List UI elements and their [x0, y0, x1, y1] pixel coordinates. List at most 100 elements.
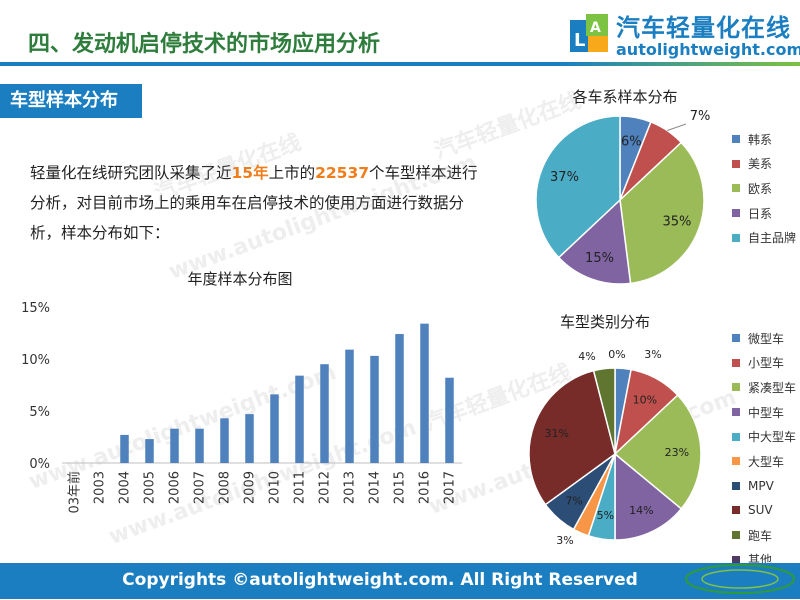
bar [195, 428, 204, 463]
x-tick-label: 2017 [443, 471, 458, 504]
copyright-footer: Copyrights ©autolightweight.com. All Rig… [0, 563, 800, 599]
bar [345, 349, 354, 463]
x-tick-label: 2006 [168, 471, 183, 504]
pie-value-label: 0% [608, 348, 625, 361]
legend-label: 日系 [748, 206, 773, 221]
legend-label: 中型车 [748, 405, 785, 420]
legend-swatch [732, 481, 740, 490]
bar [245, 414, 254, 463]
bar [145, 439, 154, 463]
pie-slice [613, 394, 702, 510]
leader-line [667, 123, 687, 131]
x-tick-label: 2005 [143, 471, 158, 504]
legend-swatch [732, 506, 740, 515]
x-tick-label: 2007 [193, 471, 208, 504]
pie-value-label: 6% [621, 135, 642, 150]
x-tick-label: 2016 [418, 471, 433, 504]
legend-label: 自主品牌 [748, 231, 797, 246]
bar [395, 334, 404, 463]
bar [270, 394, 279, 463]
partner-stamp-graphic [685, 564, 795, 594]
pie-value-label: 15% [585, 251, 614, 266]
pie-value-label: 35% [662, 214, 691, 229]
bar-chart: 0% 5% 10% 15% 03年前 2003 2004 2005 2006 2007 2008 20… [21, 301, 462, 514]
pie-slice [557, 198, 632, 285]
legend-swatch [732, 358, 740, 367]
type-pie-legend: 微型车 小型车 紧凑型车 中型车 中大型车 大型车 MPV SUV 跑车 其他 [732, 326, 796, 572]
pie-value-label: 10% [633, 394, 657, 407]
legend-label: SUV [748, 503, 773, 518]
legend-label: 微型车 [748, 331, 785, 346]
bar [170, 428, 179, 463]
legend-swatch [732, 334, 740, 343]
legend-swatch [732, 457, 740, 466]
intro-text-3: 个车型样本进行分析，对目前市场上的乘用车在启停技术的使用方面进行数据分析，样本分… [30, 164, 478, 242]
x-tick-label: 2003 [93, 471, 108, 504]
x-tick-label: 2012 [318, 471, 333, 504]
legend-item: 欧系 [732, 176, 796, 201]
intro-years: 15年 [231, 164, 269, 182]
legend-item: 中大型车 [732, 424, 796, 449]
intro-sample-count: 22537 [315, 164, 370, 182]
legend-label: 欧系 [748, 181, 773, 196]
legend-item: 紧凑型车 [732, 375, 796, 400]
pie-value-label: 23% [665, 446, 689, 459]
legend-swatch [732, 432, 740, 441]
x-tick-label: 2010 [268, 471, 283, 504]
legend-swatch [732, 184, 740, 193]
type-pie-title: 车型类别分布 [559, 313, 650, 331]
y-tick-label: 0% [29, 457, 50, 472]
brand-pie-title: 各车系样本分布 [572, 88, 678, 106]
pie-value-label: 7% [690, 109, 711, 124]
pie-value-label: 4% [578, 350, 595, 363]
brand-logo: L A 汽车轻量化在线 autolightweight.com [566, 6, 800, 62]
y-tick-label: 10% [21, 353, 50, 368]
pie-value-label: 5% [597, 509, 614, 522]
intro-paragraph: 轻量化在线研究团队采集了近15年上市的22537个车型样本进行分析，对目前市场上… [30, 158, 490, 248]
legend-label: 大型车 [748, 454, 785, 469]
bar [295, 375, 304, 463]
legend-item: 自主品牌 [732, 225, 796, 250]
bar-chart-title: 年度样本分布图 [187, 270, 293, 288]
bar [370, 355, 379, 463]
header-divider [0, 62, 800, 66]
y-tick-label: 15% [21, 301, 50, 316]
svg-text:L: L [574, 30, 585, 51]
x-tick-label: 2004 [118, 471, 133, 504]
legend-label: MPV [748, 478, 774, 493]
x-tick-label: 2009 [243, 471, 258, 504]
bar [420, 323, 429, 463]
legend-swatch [732, 135, 740, 144]
pie-slice [619, 141, 705, 285]
bar [445, 377, 454, 463]
y-tick-label: 5% [29, 405, 50, 420]
svg-text:A: A [590, 20, 601, 36]
legend-item: 微型车 [732, 326, 796, 351]
legend-swatch [732, 233, 740, 242]
pie-value-label: 37% [550, 170, 579, 185]
legend-swatch [732, 555, 740, 564]
logo-icon: L A [570, 14, 608, 52]
page-title: 四、发动机启停技术的市场应用分析 [28, 32, 381, 57]
legend-item: MPV [732, 474, 796, 499]
legend-swatch [732, 531, 740, 540]
brand-pie-chart: 6% 7% 35% 15% 37% [535, 109, 711, 285]
x-tick-label: 2013 [343, 471, 358, 504]
legend-swatch [732, 209, 740, 218]
legend-item: SUV [732, 498, 796, 523]
legend-label: 小型车 [748, 356, 785, 371]
bar [220, 418, 229, 463]
x-tick-label: 2008 [218, 471, 233, 504]
legend-item: 小型车 [732, 351, 796, 376]
intro-text-1: 轻量化在线研究团队采集了近 [30, 164, 232, 182]
legend-item: 美系 [732, 152, 796, 177]
bar [120, 434, 129, 463]
pie-value-label: 31% [545, 427, 569, 440]
legend-item: 大型车 [732, 449, 796, 474]
x-tick-label: 03年前 [67, 471, 83, 514]
legend-label: 紧凑型车 [748, 380, 797, 395]
pie-slice [614, 452, 683, 541]
legend-label: 韩系 [748, 132, 773, 147]
legend-item: 中型车 [732, 400, 796, 425]
legend-item: 日系 [732, 201, 796, 226]
